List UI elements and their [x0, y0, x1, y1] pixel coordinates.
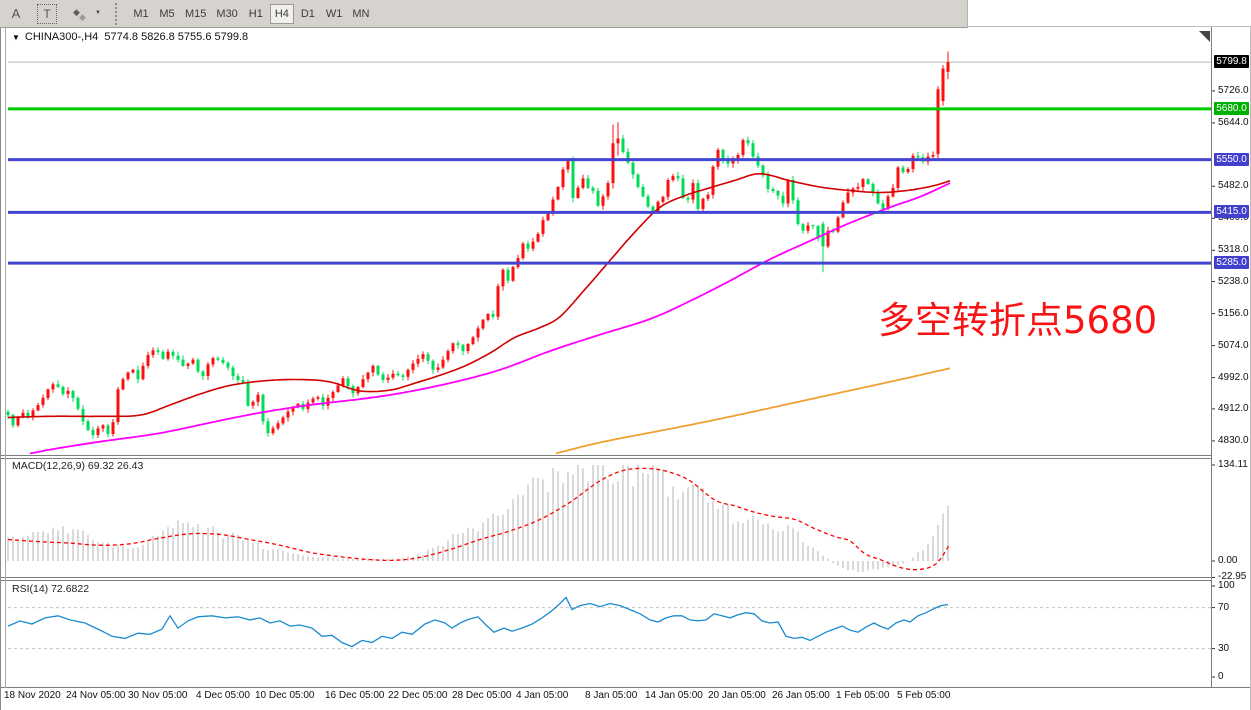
time-tick-label: 30 Nov 05:00 [128, 690, 188, 701]
price-tick-label: 4830.0 [1218, 435, 1249, 446]
timeframe-button-m5[interactable]: M5 [159, 7, 175, 20]
rsi-axis-label: 70 [1218, 602, 1230, 613]
ma-fast-red-line [7, 172, 951, 419]
timeframe-button-h1[interactable]: H1 [248, 7, 263, 20]
time-tick-label: 20 Jan 05:00 [708, 690, 766, 701]
ma-slow-orange-line [555, 367, 951, 455]
timeframe-buttons: M1 M5 M15 M30 H1 H4 D1 W1 MN [128, 3, 374, 24]
time-tick-label: 4 Jan 05:00 [516, 690, 569, 701]
timeframe-button-m30[interactable]: M30 [216, 7, 238, 20]
timeframe-button-h4[interactable]: H4 [269, 3, 294, 24]
timeframe-button-m15[interactable]: M15 [185, 7, 207, 20]
time-tick-label: 28 Dec 05:00 [452, 690, 512, 701]
toolbar-separator [115, 2, 120, 25]
price-tick-label: 5644.0 [1218, 117, 1249, 128]
chart-title-text: CHINA300-,H4 5774.8 5826.8 5755.6 5799.8 [24, 31, 249, 43]
arrow-object-icon-2: ◆ [79, 11, 86, 22]
time-tick-label: 16 Dec 05:00 [325, 690, 385, 701]
ma-mid-magenta-line [29, 182, 951, 455]
window-border-top [967, 26, 1251, 27]
macd-axis-label: 134.11 [1218, 459, 1248, 470]
rsi-axis-label: 0 [1218, 671, 1224, 682]
time-tick-label: 24 Nov 05:00 [66, 690, 126, 701]
price-tick-label: 5482.0 [1218, 180, 1249, 191]
time-tick-label: 5 Feb 05:00 [897, 690, 951, 701]
time-axis[interactable]: 18 Nov 2020 24 Nov 05:00 30 Nov 05:00 4 Dec… [0, 688, 1251, 710]
timeframe-button-w1[interactable]: W1 [325, 7, 343, 20]
chart-shift-marker-icon [1199, 31, 1210, 42]
rsi-label: RSI(14) 72.6822 [12, 583, 90, 595]
time-tick-label: 14 Jan 05:00 [645, 690, 703, 701]
price-tick-label: 5318.0 [1218, 244, 1249, 255]
timeframe-button-d1[interactable]: D1 [300, 7, 315, 20]
price-badge: 5415.0 [1214, 205, 1249, 218]
time-tick-label: 8 Jan 05:00 [585, 690, 638, 701]
time-tick-label: 18 Nov 2020 [4, 690, 61, 701]
pane-border-left [5, 27, 6, 688]
time-axis-border [0, 687, 1251, 688]
time-tick-label: 10 Dec 05:00 [255, 690, 315, 701]
price-tick-label: 5726.0 [1218, 85, 1249, 96]
time-tick-label: 26 Jan 05:00 [772, 690, 830, 701]
text-tool-button[interactable]: T [37, 3, 57, 24]
timeframe-button-m1[interactable]: M1 [133, 7, 149, 20]
price-tick-label: 5156.0 [1218, 308, 1249, 319]
pane-separator-macd[interactable] [0, 455, 1211, 459]
text-label-tool-button[interactable]: A [11, 6, 21, 21]
rsi-axis-label: 100 [1218, 580, 1235, 591]
window-border-left [0, 27, 1, 710]
pane-separator-rsi[interactable] [0, 577, 1211, 581]
symbol-dropdown-icon[interactable]: ▼ [12, 33, 20, 42]
arrows-tool-button[interactable]: ◆ ◆ ▼ [68, 4, 102, 24]
annotation-text: 多空转折点5680 [878, 299, 1158, 342]
time-tick-label: 4 Dec 05:00 [196, 690, 250, 701]
price-badge: 5285.0 [1214, 256, 1249, 269]
dropdown-caret-icon: ▼ [95, 9, 101, 16]
arrow-object-icon: ◆ [73, 6, 80, 17]
price-axis[interactable]: 5726.05644.05482.05400.05318.05238.05156… [1211, 27, 1251, 689]
timeframe-button-mn[interactable]: MN [352, 7, 370, 20]
price-tick-label: 4912.0 [1218, 403, 1249, 414]
price-tick-label: 4992.0 [1218, 372, 1249, 383]
chart-title: ▼ CHINA300-,H4 5774.8 5826.8 5755.6 5799.… [12, 31, 248, 43]
macd-axis-label: -22.95 [1218, 571, 1247, 582]
time-tick-label: 1 Feb 05:00 [836, 690, 890, 701]
price-badge: 5799.8 [1214, 55, 1249, 68]
toolbar: A T ◆ ◆ ▼ M1 M5 M15 M30 H1 H4 D1 W1 MN [0, 0, 968, 28]
macd-axis-label: 0.00 [1218, 555, 1238, 566]
price-tick-label: 5074.0 [1218, 340, 1249, 351]
rsi-axis-label: 30 [1218, 643, 1230, 654]
time-tick-label: 22 Dec 05:00 [388, 690, 448, 701]
price-badge: 5550.0 [1214, 153, 1249, 166]
price-tick-label: 5238.0 [1218, 276, 1249, 287]
candles-layer [6, 51, 950, 439]
price-badge: 5680.0 [1214, 102, 1249, 115]
macd-label: MACD(12,26,9) 69.32 26.43 [12, 460, 144, 472]
